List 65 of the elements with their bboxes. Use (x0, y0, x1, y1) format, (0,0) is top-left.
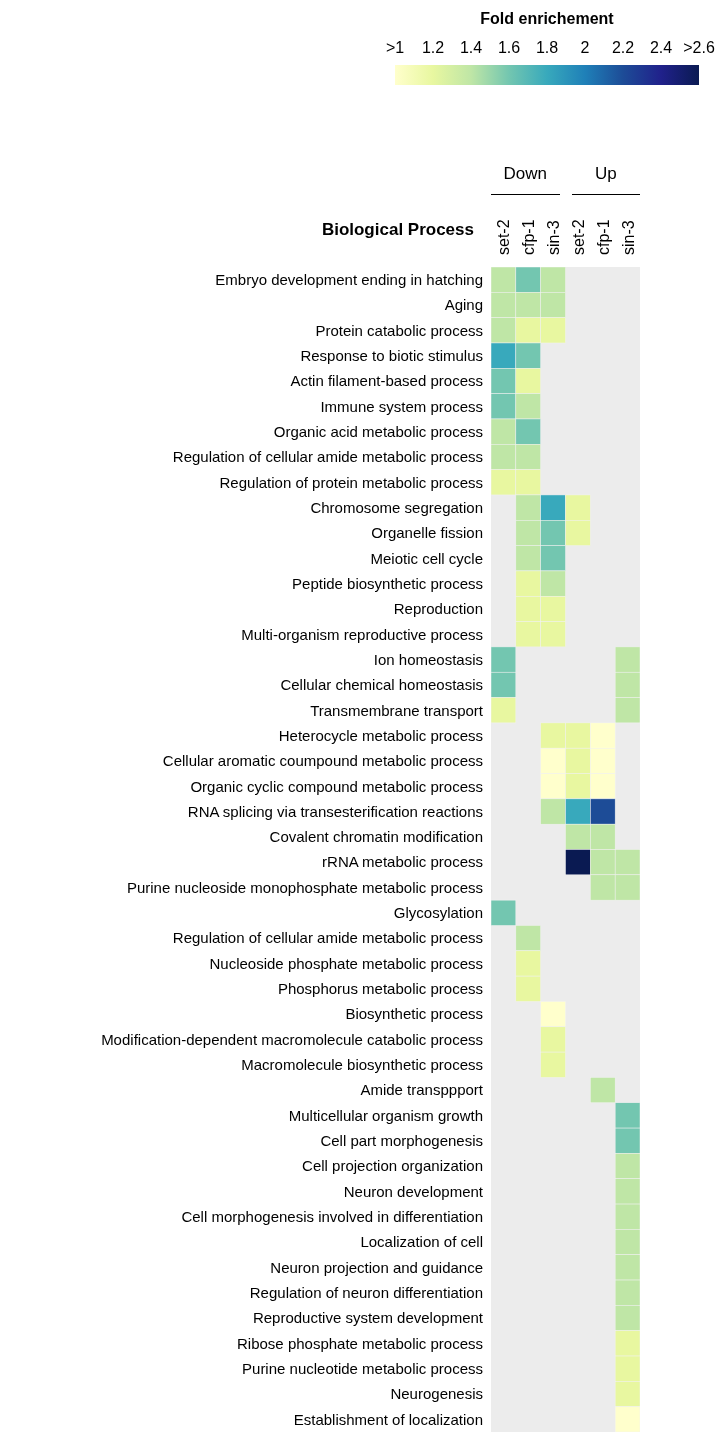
y-tick-label: Embryo development ending in hatching (215, 270, 483, 288)
y-tick-label: Cellular chemical homeostasis (280, 676, 483, 694)
y-tick-label: Transmembrane transport (310, 701, 484, 719)
y-tick-label: Regulation of neuron differentiation (249, 1284, 483, 1302)
y-tick-label: Multi-organism reproductive process (241, 625, 483, 643)
y-tick-label: Organic acid metabolic process (273, 422, 483, 440)
color-bar-label: 1.8 (535, 39, 559, 56)
y-tick-label: Purine nucleoside monophosphate metabolic process (126, 878, 483, 896)
y-tick-label: Localization of cell (360, 1233, 483, 1251)
y-tick-label: Organelle fission (371, 524, 483, 542)
text: Down (502, 164, 548, 184)
y-tick-label: Regulation of cellular amide metabolic process (172, 448, 483, 466)
y-tick-label: Protein catabolic process (315, 321, 483, 339)
y-tick-label: Multicellular organism growth (288, 1106, 483, 1124)
y-tick-label: Covalent chromatin modification (269, 828, 483, 846)
y-tick-label: Regulation of protein metabolic process (219, 473, 483, 491)
color-bar-label: 2.2 (611, 39, 635, 56)
y-tick-label: Heterocycle metabolic process (278, 726, 483, 744)
x-tick-label: set-2 (569, 219, 587, 255)
y-tick-label: Neuron development (343, 1182, 484, 1200)
y-tick-label: Immune system process (320, 397, 483, 415)
y-tick-label: Phosphorus metabolic process (277, 980, 483, 998)
color-bar-label: 2.4 (649, 39, 673, 56)
y-tick-label: Cellular aromatic coumpound metabolic process (162, 752, 483, 770)
color-bar-label: >1 (385, 39, 405, 56)
y-tick-label: Ion homeostasis (373, 650, 483, 668)
y-tick-label: Peptide biosynthetic process (292, 574, 483, 592)
color-bar-title: Fold enrichement (479, 10, 615, 28)
y-tick-label: Chromosome segregation (310, 498, 483, 516)
y-tick-label: Aging (444, 296, 483, 314)
y-tick-label: Cell projection organization (302, 1157, 483, 1175)
y-tick-label: Macromolecule biosynthetic process (241, 1056, 483, 1074)
color-bar-label: 1.4 (459, 39, 483, 56)
x-tick-label: cfp-1 (594, 219, 612, 255)
y-tick-label: Ribose phosphate metabolic process (237, 1334, 483, 1352)
y-tick-label: Neuron projection and guidance (270, 1258, 483, 1276)
y-tick-label: Cell part morphogenesis (320, 1132, 483, 1150)
text: Up (593, 164, 618, 184)
color-bar-label: 1.2 (421, 39, 445, 56)
x-tick-label: cfp-1 (520, 219, 538, 255)
y-tick-label: Response to biotic stimulus (300, 346, 483, 364)
y-tick-label: Establishment of localization (293, 1410, 483, 1428)
y-tick-label: Neurogenesis (390, 1385, 483, 1403)
y-tick-label: Purine nucleotide metabolic process (242, 1360, 483, 1378)
y-tick-label: Biosynthetic process (345, 1005, 483, 1023)
y-tick-label: Actin filament-based process (290, 372, 483, 390)
x-tick-label: set-2 (495, 219, 513, 255)
y-tick-label: Cell morphogenesis involved in differentiation (181, 1208, 483, 1226)
color-bar-label: >2.6 (683, 39, 715, 56)
color-bar-label: 1.6 (497, 39, 521, 56)
x-tick-label: sin-3 (619, 220, 637, 255)
x-tick-label: sin-3 (545, 220, 563, 255)
y-tick-label: Amide transppport (360, 1081, 484, 1099)
y-tick-label: Reproduction (393, 600, 483, 618)
y-tick-label: rRNA metabolic process (322, 853, 483, 871)
y-tick-label: Nucleoside phosphate metabolic process (209, 954, 483, 972)
y-tick-label: RNA splicing via transesterification reactions (187, 802, 483, 820)
y-axis-title: Biological Process (321, 220, 474, 240)
y-tick-label: Modification-dependent macromolecule catabolic process (101, 1030, 483, 1048)
y-tick-label: Organic cyclic compound metabolic process (190, 777, 483, 795)
color-bar-label: 2 (580, 39, 590, 56)
y-tick-label: Regulation of cellular amide metabolic process (172, 929, 483, 947)
y-tick-label: Reproductive system development (252, 1309, 484, 1327)
y-tick-label: Glycosylation (393, 904, 483, 922)
y-tick-label: Meiotic cell cycle (370, 549, 483, 567)
